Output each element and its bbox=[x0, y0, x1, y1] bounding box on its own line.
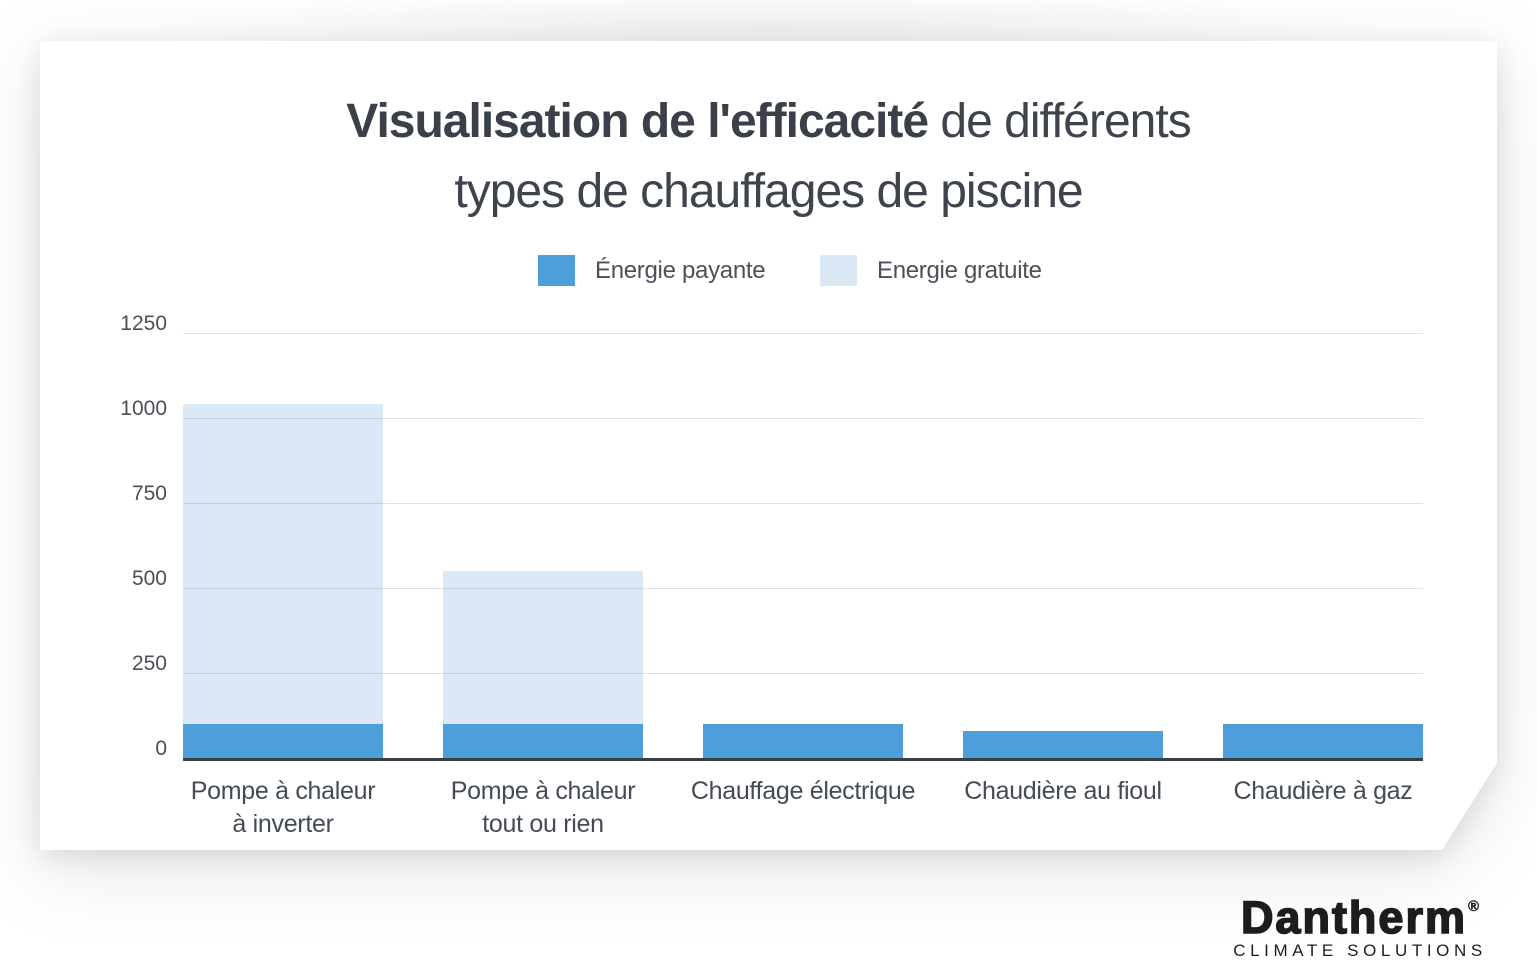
bar-segment-paid-2 bbox=[703, 724, 903, 758]
gridline-1250 bbox=[183, 333, 1423, 334]
dantherm-tagline: CLIMATE SOLUTIONS bbox=[1233, 941, 1487, 960]
x-category-label-4: Chaudière à gaz bbox=[1233, 777, 1413, 805]
bar-segment-paid-1 bbox=[443, 724, 643, 758]
registered-trademark-icon: ® bbox=[1467, 898, 1480, 915]
chart-title: Visualisation de l'efficacité de différe… bbox=[40, 87, 1497, 227]
y-tick-label-1000: 1000 bbox=[120, 397, 167, 420]
y-tick-label-0: 0 bbox=[155, 737, 167, 760]
dantherm-logo: Dantherm® CLIMATE SOLUTIONS bbox=[1228, 884, 1492, 960]
legend-label-free: Energie gratuite bbox=[877, 257, 1042, 284]
x-category-label-2: Chauffage électrique bbox=[690, 777, 916, 805]
bar-segment-paid-4 bbox=[1223, 724, 1423, 758]
y-tick-label-1250: 1250 bbox=[120, 312, 167, 335]
legend-label-paid: Énergie payante bbox=[595, 257, 766, 284]
chart-title-line1: Visualisation de l'efficacité de différe… bbox=[40, 87, 1497, 157]
x-category-label-0: Pompe à chaleur à inverter bbox=[190, 777, 376, 838]
bar-segment-paid-3 bbox=[963, 731, 1163, 758]
x-category-label-1: Pompe à chaleur tout ou rien bbox=[450, 777, 636, 838]
chart-title-bold: Visualisation de l'efficacité bbox=[346, 95, 929, 148]
x-axis-line bbox=[183, 758, 1423, 761]
bar-segment-free-0 bbox=[183, 404, 383, 724]
gridline-500 bbox=[183, 588, 1423, 589]
plot-area bbox=[183, 321, 1423, 761]
y-tick-label-500: 500 bbox=[131, 567, 167, 590]
gridline-1000 bbox=[183, 418, 1423, 419]
dantherm-wordmark: Dantherm® bbox=[1228, 884, 1492, 943]
dantherm-brand-text: Dantherm bbox=[1240, 892, 1467, 943]
legend-swatch-free bbox=[820, 255, 857, 286]
gridline-750 bbox=[183, 503, 1423, 504]
x-category-label-3: Chaudière au fioul bbox=[964, 777, 1162, 805]
legend-swatch-paid bbox=[538, 255, 575, 286]
chart-title-tail: de différents bbox=[928, 95, 1191, 148]
bar-segment-free-1 bbox=[443, 571, 643, 724]
infographic-card: Visualisation de l'efficacité de différe… bbox=[40, 41, 1497, 850]
bar-segment-paid-0 bbox=[183, 724, 383, 758]
chart-title-line2: types de chauffages de piscine bbox=[454, 165, 1083, 218]
gridline-250 bbox=[183, 673, 1423, 674]
y-tick-label-750: 750 bbox=[131, 482, 167, 505]
y-tick-label-250: 250 bbox=[131, 652, 167, 675]
